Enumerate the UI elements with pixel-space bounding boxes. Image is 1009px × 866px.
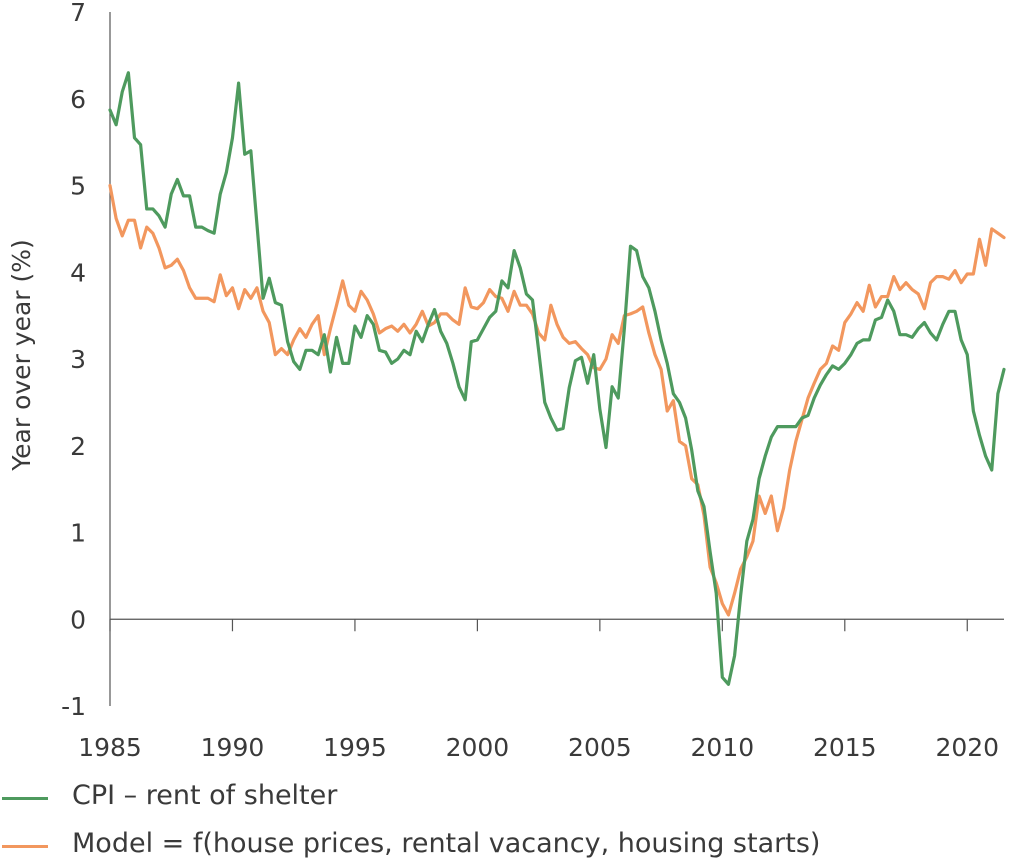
y-axis-label-group: Year over year (%) bbox=[7, 239, 36, 472]
y-axis-label: Year over year (%) bbox=[7, 239, 36, 472]
y-tick-label-6: 6 bbox=[70, 85, 86, 114]
y-tick-label-3: 3 bbox=[70, 345, 86, 374]
x-tick-label-1995: 1995 bbox=[323, 733, 387, 762]
x-tick-label-2000: 2000 bbox=[446, 733, 510, 762]
y-tick-label-0: 0 bbox=[70, 605, 86, 634]
y-tick-label-4: 4 bbox=[70, 258, 86, 287]
x-tick-label-1990: 1990 bbox=[201, 733, 265, 762]
legend-swatch-model bbox=[2, 845, 48, 848]
y-tick-label-5: 5 bbox=[70, 172, 86, 201]
series-line-model bbox=[108, 183, 1006, 617]
legend-item-cpi: CPI – rent of shelter bbox=[0, 778, 1009, 818]
y-tick-label-7: 7 bbox=[70, 0, 86, 27]
x-tick-label-2010: 2010 bbox=[691, 733, 755, 762]
x-tick-label-2020: 2020 bbox=[935, 733, 999, 762]
y-tick-label-1: 1 bbox=[70, 519, 86, 548]
legend-swatch-cpi bbox=[2, 797, 48, 800]
legend-label-cpi: CPI – rent of shelter bbox=[72, 780, 338, 811]
y-tick-label-2: 2 bbox=[70, 432, 86, 461]
x-tick-label-1985: 1985 bbox=[78, 733, 142, 762]
series-layer bbox=[108, 71, 1006, 686]
x-tick-label-2015: 2015 bbox=[813, 733, 877, 762]
y-tick-label--1: -1 bbox=[61, 692, 86, 721]
x-tick-label-2005: 2005 bbox=[568, 733, 632, 762]
y-axis-ticks: -1 0 1 2 3 4 5 6 7 bbox=[61, 0, 86, 721]
legend-label-model: Model = f(house prices, rental vacancy, … bbox=[72, 828, 821, 859]
x-axis-ticks: 1985 1990 1995 2000 2005 2010 2015 2020 bbox=[78, 619, 999, 762]
series-line-cpi bbox=[108, 71, 1006, 686]
line-chart: Year over year (%) 1985 1990 1995 2000 2005 2… bbox=[7, 0, 1006, 762]
legend-item-model: Model = f(house prices, rental vacancy, … bbox=[0, 826, 1009, 866]
